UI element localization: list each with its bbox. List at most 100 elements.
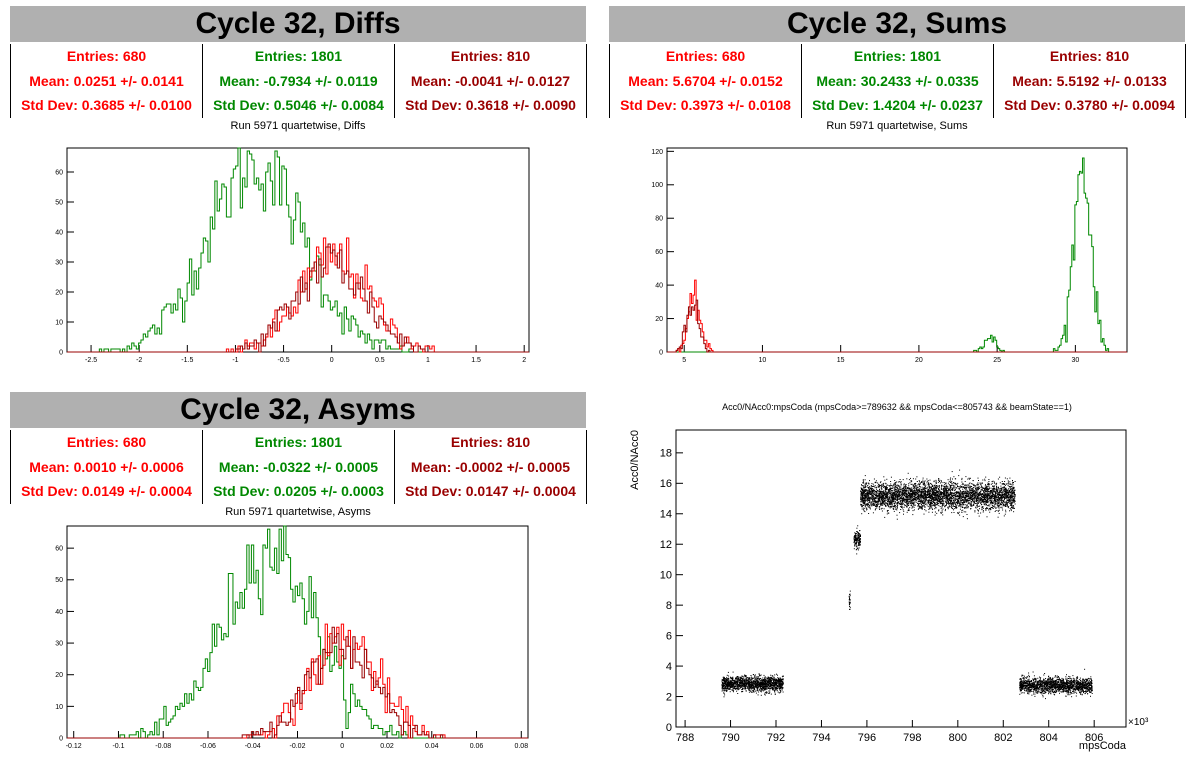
scatter-point: [929, 500, 931, 502]
scatter-point: [1007, 489, 1009, 491]
scatter-point: [983, 503, 985, 505]
asyms-histogram: -0.12 -0.1 -0.08 -0.06 -0.04 -0.02 0 0.02 0.04 0.…: [55, 525, 529, 750]
scatter-point: [924, 494, 926, 496]
scatter-point: [1003, 484, 1005, 485]
scatter-point: [881, 504, 883, 506]
scatter-point: [721, 681, 723, 683]
scatter-point: [891, 498, 893, 500]
scatter-point: [907, 495, 909, 497]
scatter-point: [981, 500, 983, 502]
scatter-point: [900, 488, 902, 490]
sums-ytick-label: 120: [651, 149, 663, 156]
scatter-point: [893, 497, 895, 499]
scatter-point: [964, 487, 965, 489]
scatter-point: [742, 680, 744, 682]
scatter-point: [977, 489, 979, 491]
scatter-point: [1010, 502, 1012, 504]
scatter-point: [904, 491, 906, 493]
scatter-point: [900, 504, 902, 506]
scatter-point: [920, 492, 922, 494]
scatter-point: [990, 491, 992, 492]
scatter-point: [746, 678, 748, 680]
scatter-point: [964, 487, 966, 489]
scatter-point: [745, 678, 747, 680]
scatter-point: [930, 504, 932, 506]
scatter-point: [863, 492, 864, 494]
scatter-point: [878, 485, 880, 487]
scatter-point: [855, 546, 857, 548]
scatter-point: [901, 501, 903, 503]
scatter-point: [974, 495, 976, 497]
scatter-point: [1011, 501, 1013, 503]
scatter-point: [940, 512, 942, 514]
scatter-point: [726, 686, 728, 688]
scatter-point: [895, 498, 896, 500]
scatter-point: [959, 501, 961, 503]
scatter-point: [1008, 495, 1010, 497]
sums-xtick-label: 10: [759, 357, 767, 364]
scatter-point: [1010, 510, 1012, 512]
scatter-point: [916, 493, 918, 495]
scatter-point: [759, 682, 761, 683]
scatter-point: [742, 686, 744, 687]
scatter-point: [922, 492, 924, 494]
scatter-point: [905, 486, 907, 488]
scatter-point: [918, 480, 920, 482]
scatter-point: [939, 487, 941, 489]
scatter-point: [734, 688, 736, 690]
scatter-point: [721, 686, 723, 688]
scatter-point: [996, 485, 997, 487]
scatter-point: [934, 501, 936, 503]
scatter-point: [890, 485, 892, 486]
scatter-point: [781, 676, 783, 678]
scatter-point: [955, 498, 957, 500]
scatter-point: [866, 507, 868, 509]
scatter-point: [983, 502, 985, 504]
scatter-point: [736, 683, 738, 685]
scatter-point: [965, 506, 967, 508]
scatter-point: [1005, 484, 1006, 486]
scatter-point: [908, 479, 910, 481]
scatter-point: [984, 478, 986, 480]
scatter-point: [895, 494, 897, 496]
scatter-point: [887, 500, 889, 502]
diffs-xtick-label: -0.5: [278, 357, 290, 364]
scatter-point: [880, 496, 882, 498]
scatter-point: [987, 485, 989, 487]
scatter-point: [879, 490, 881, 492]
scatter-point: [751, 684, 753, 686]
scatter-point: [895, 498, 896, 500]
scatter-point: [727, 687, 729, 689]
scatter-point: [933, 486, 935, 488]
scatter-point: [884, 503, 886, 505]
scatter-point: [758, 689, 760, 691]
scatter-point: [857, 532, 859, 534]
scatter-point: [886, 513, 888, 515]
scatter-point: [736, 687, 738, 689]
scatter-point: [940, 488, 942, 490]
scatter-point: [986, 516, 988, 518]
scatter-point: [761, 683, 763, 685]
diffs-stats-red: Entries: 680 Mean: 0.0251 +/- 0.0141 Std…: [11, 44, 203, 118]
scatter-point: [730, 677, 732, 679]
scatter-point: [893, 489, 895, 491]
scatter-point: [727, 688, 729, 690]
scatter-point: [998, 492, 999, 494]
scatter-point: [911, 490, 913, 492]
scatter-point: [924, 483, 926, 485]
scatter-point: [993, 498, 995, 500]
scatter-point: [855, 535, 857, 537]
scatter-point: [910, 495, 912, 497]
scatter-point: [987, 499, 989, 501]
scatter-point: [730, 684, 732, 686]
scatter-point: [782, 687, 784, 689]
scatter-point: [929, 508, 931, 510]
scatter-point: [945, 489, 947, 491]
scatter-point: [724, 686, 726, 687]
scatter-point: [919, 493, 921, 495]
scatter-point: [778, 678, 780, 680]
scatter-point: [894, 492, 896, 494]
scatter-point: [869, 480, 870, 482]
scatter-point: [1008, 491, 1010, 493]
scatter-point: [765, 679, 767, 681]
